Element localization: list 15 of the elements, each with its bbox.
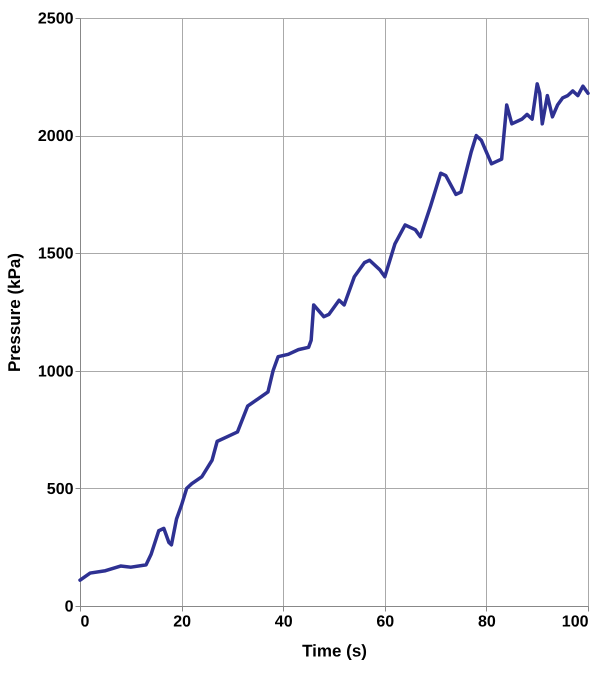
x-tick-label: 80 [478,614,496,630]
x-tick-label: 20 [173,614,192,630]
x-tick-label: 40 [274,614,293,630]
x-axis-title: Time (s) [302,642,367,660]
y-tick-label: 2500 [38,10,74,28]
x-tick-label: 0 [80,614,90,630]
x-tick-label: 100 [562,614,589,630]
y-axis-title: Pressure (kPa) [4,252,24,372]
y-tick-label: 0 [64,598,74,616]
x-tick-label: 60 [376,614,394,630]
y-tick-label: 1000 [38,363,74,380]
line-series [78,82,590,582]
y-tick-label: 500 [46,480,74,498]
y-tick-label: 1500 [38,246,74,263]
y-tick-label: 2000 [38,128,74,146]
